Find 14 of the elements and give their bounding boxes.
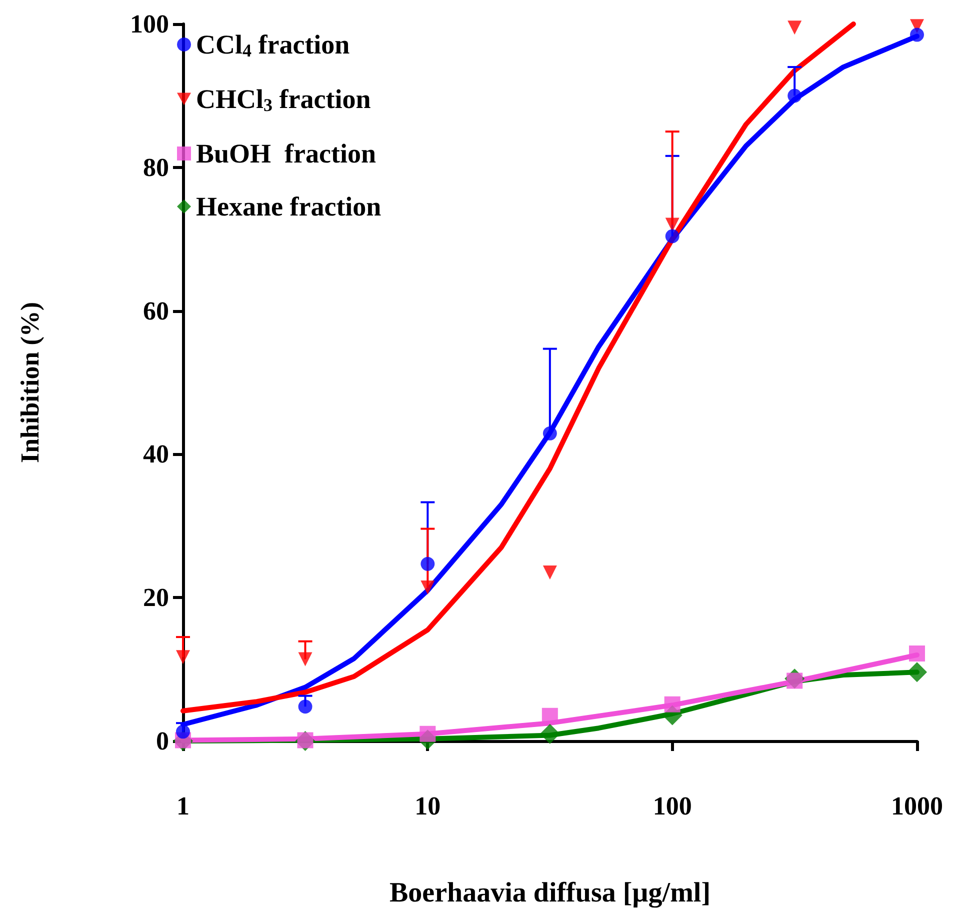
y-axis-title: Inhibition (%) (16, 302, 44, 464)
x-axis-title: Boerhaavia diffusa [µg/ml] (389, 878, 711, 908)
y-tick-label: 80 (143, 152, 169, 182)
y-tick-label: 20 (143, 583, 169, 612)
x-tick-label: 1 (176, 792, 190, 820)
y-tick-label: 100 (130, 10, 169, 38)
y-tick-label: 60 (143, 296, 169, 326)
y-tick-label: 40 (143, 440, 169, 469)
y-tick-label: 0 (156, 726, 169, 756)
x-tick-label: 1000 (891, 792, 943, 820)
legend-label: Hexane fraction (196, 192, 382, 222)
x-tick-label: 10 (414, 792, 441, 820)
legend-label: BuOH fraction (196, 138, 376, 168)
x-tick-label: 100 (652, 792, 692, 820)
